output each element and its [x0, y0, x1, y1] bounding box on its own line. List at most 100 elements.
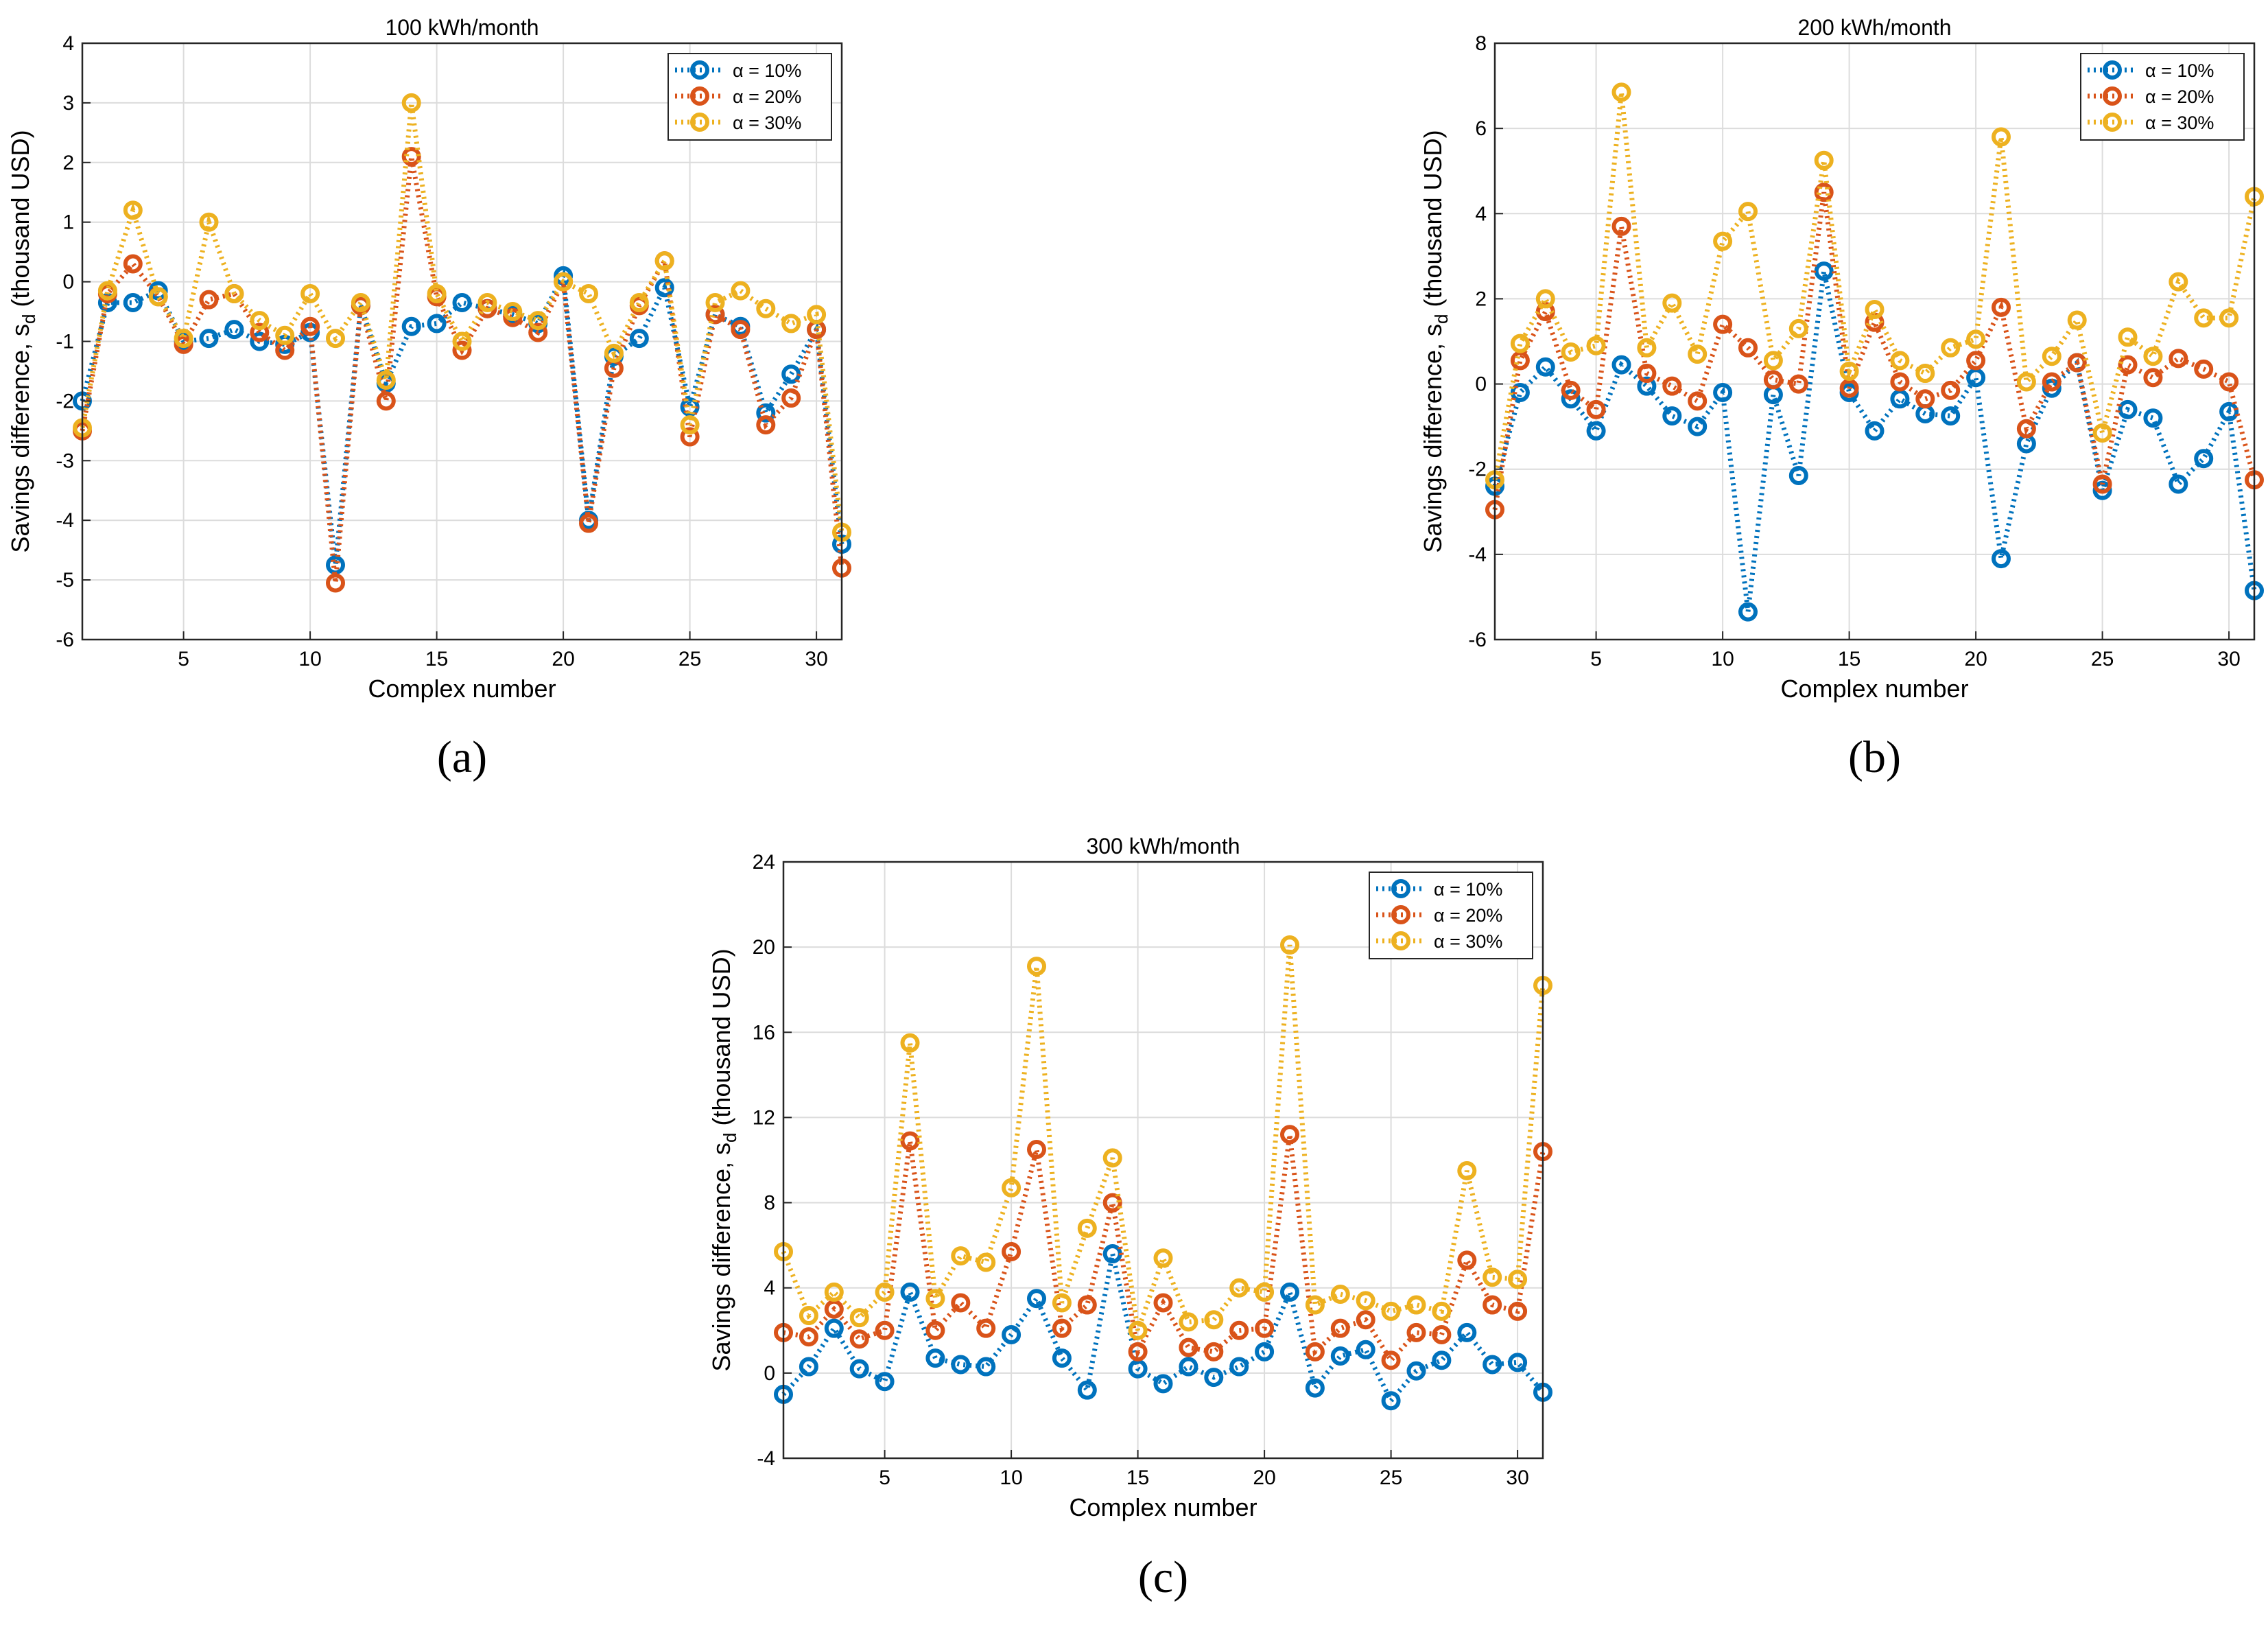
- data-point: [579, 513, 598, 533]
- legend-entry-label: α = 10%: [2145, 60, 2214, 81]
- data-point: [1280, 1282, 1299, 1302]
- data-point: [250, 311, 270, 331]
- data-point: [1508, 1270, 1528, 1289]
- data-point: [1788, 318, 1808, 338]
- chart-panel: 5 10 15 20 25 30 -6 -4 -2 0 2 4 6 8 200 kWh/month Compl…: [1419, 15, 2264, 703]
- data-point: [1381, 1351, 1401, 1370]
- data-point: [1941, 406, 1961, 426]
- data-point: [1508, 1353, 1528, 1372]
- data-point: [1077, 1295, 1097, 1315]
- data-point: [1865, 421, 1885, 441]
- data-point: [1738, 202, 1758, 222]
- y-tick-label: 2: [1475, 288, 1487, 310]
- data-point: [2092, 474, 2112, 494]
- data-point: [1255, 1318, 1275, 1338]
- data-point: [1992, 297, 2011, 317]
- x-tick-label: 20: [1964, 648, 1987, 670]
- data-point: [951, 1293, 971, 1313]
- data-point: [1561, 380, 1581, 400]
- data-point: [799, 1306, 818, 1326]
- data-point: [900, 1033, 920, 1053]
- data-point: [1204, 1310, 1224, 1330]
- data-point: [2067, 353, 2087, 373]
- data-point: [2219, 372, 2239, 392]
- data-point: [1002, 1324, 1021, 1344]
- legend: α = 10% α = 20% α = 30%: [1369, 872, 1533, 959]
- data-point: [629, 329, 649, 349]
- data-point: [680, 427, 700, 447]
- data-point: [427, 314, 447, 334]
- data-point: [250, 323, 270, 342]
- y-axis-label-units: (thousand USD): [1419, 130, 1447, 314]
- data-point: [2118, 355, 2138, 375]
- data-point: [1330, 1285, 1350, 1305]
- data-point: [1255, 1282, 1275, 1302]
- data-point: [875, 1372, 895, 1392]
- data-point: [2219, 308, 2239, 328]
- y-tick-label: 4: [764, 1277, 775, 1300]
- data-point: [1179, 1312, 1198, 1332]
- data-point: [756, 299, 776, 318]
- data-point: [1788, 466, 1808, 486]
- data-point: [326, 573, 345, 593]
- y-tick-label: 4: [62, 32, 74, 55]
- legend-marker-swatch: [1391, 905, 1410, 924]
- data-point: [1992, 127, 2011, 147]
- legend-entry-label: α = 30%: [733, 113, 801, 133]
- x-tick-label: 20: [1253, 1466, 1275, 1489]
- data-point: [2042, 347, 2062, 366]
- y-tick-label: 1: [62, 211, 74, 234]
- data-point: [925, 1348, 945, 1368]
- y-axis-label-main: Savings difference, s: [707, 1143, 735, 1372]
- data-point: [1611, 82, 1631, 102]
- data-point: [1483, 1295, 1502, 1315]
- data-point: [976, 1318, 996, 1338]
- legend-marker-swatch: [2103, 113, 2122, 132]
- x-tick-label: 5: [1590, 648, 1602, 670]
- data-point: [2194, 449, 2214, 469]
- chart-title: 100 kWh/month: [385, 15, 539, 40]
- panel-label: (a): [437, 732, 487, 782]
- data-point: [2042, 372, 2062, 392]
- x-tick-label: 30: [805, 648, 827, 670]
- data-point: [1280, 1125, 1299, 1145]
- y-axis-label-units: (thousand USD): [6, 130, 34, 314]
- data-point: [174, 334, 193, 354]
- x-axis-label: Complex number: [1780, 675, 1968, 703]
- data-point: [1713, 382, 1733, 402]
- y-tick-label: -4: [757, 1447, 775, 1470]
- data-point: [300, 316, 320, 336]
- data-point: [1688, 417, 1708, 436]
- data-point: [528, 323, 548, 342]
- data-point: [2169, 349, 2188, 369]
- y-axis-label-main: Savings difference, s: [1419, 324, 1447, 553]
- y-tick-label: -2: [1468, 458, 1487, 481]
- data-point: [1865, 299, 1885, 319]
- x-tick-label: 10: [298, 648, 321, 670]
- data-point: [756, 403, 776, 423]
- y-axis-label-main: Savings difference, s: [6, 324, 34, 553]
- data-point: [756, 415, 776, 435]
- data-point: [2143, 347, 2163, 366]
- data-point: [1179, 1337, 1198, 1357]
- data-point: [976, 1357, 996, 1377]
- data-point: [401, 147, 421, 167]
- x-tick-label: 10: [1711, 648, 1734, 670]
- legend-marker-swatch: [690, 86, 709, 106]
- data-point: [849, 1308, 869, 1328]
- chart-panel: 5 10 15 20 25 30 -6 -5 -4 -3 -2 -1 0 1 2 3 4 100 kWh/mont…: [6, 15, 851, 703]
- data-point: [401, 93, 421, 113]
- data-point: [807, 305, 827, 325]
- data-point: [1305, 1295, 1325, 1315]
- data-point: [199, 329, 219, 349]
- data-point: [224, 320, 244, 340]
- y-tick-label: -1: [56, 331, 74, 353]
- data-point: [1915, 389, 1935, 409]
- data-point: [824, 1318, 844, 1338]
- data-point: [427, 283, 447, 303]
- data-point: [781, 388, 801, 408]
- legend-marker-swatch: [1391, 879, 1410, 898]
- data-point: [799, 1357, 818, 1377]
- data-point: [123, 254, 143, 274]
- data-point: [1330, 1346, 1350, 1366]
